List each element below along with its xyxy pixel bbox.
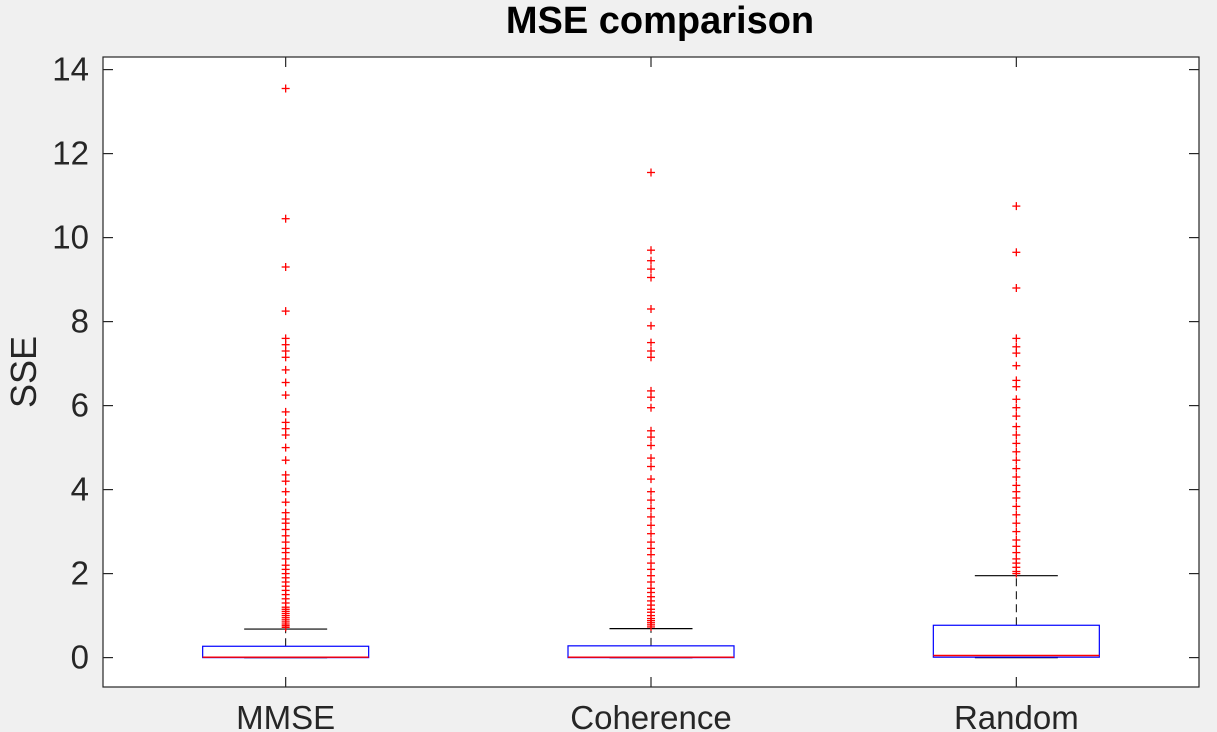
outlier-point: [647, 538, 655, 547]
outlier-point: [281, 334, 290, 343]
outlier-point: [647, 386, 655, 395]
outlier-point: [1012, 334, 1021, 343]
x-tick-label: MMSE: [236, 699, 335, 732]
outlier-point: [281, 508, 290, 517]
outlier-point: [281, 391, 290, 400]
outlier-point: [1012, 510, 1021, 519]
outlier-point: [647, 168, 655, 177]
outlier-point: [647, 441, 655, 450]
box-random: [932, 202, 1100, 659]
x-tick-label: Coherence: [570, 699, 731, 732]
outlier-point: [647, 403, 655, 412]
outlier-point: [647, 504, 655, 513]
y-tick-label: 6: [71, 387, 89, 424]
y-tick-label: 2: [71, 555, 89, 592]
outlier-point: [1012, 412, 1021, 421]
outlier-point: [647, 256, 655, 265]
outlier-point: [647, 265, 655, 274]
y-tick-label: 14: [52, 51, 89, 88]
outlier-point: [647, 559, 655, 568]
outlier-point: [281, 407, 290, 416]
box-mmse: [202, 84, 370, 659]
outlier-point: [281, 365, 290, 374]
outlier-point: [647, 462, 655, 471]
outlier-point: [647, 426, 655, 435]
outlier-point: [281, 470, 290, 479]
outlier-point: [281, 498, 290, 507]
outlier-point: [1012, 284, 1021, 292]
outlier-point: [1012, 527, 1021, 536]
outlier-point: [1012, 464, 1021, 473]
outlier-point: [1012, 536, 1021, 544]
outlier-point: [1012, 395, 1021, 404]
outlier-point: [1012, 248, 1021, 257]
x-axis: MMSE Coherence Random: [236, 57, 1079, 732]
y-tick-label: 0: [71, 639, 89, 676]
outlier-point: [281, 378, 290, 387]
outlier-point: [647, 305, 655, 313]
outlier-point: [281, 307, 290, 316]
outlier-point: [647, 475, 655, 484]
y-tick-label: 4: [71, 471, 89, 508]
outlier-point: [281, 263, 290, 271]
outlier-point: [1012, 439, 1021, 448]
y-tick-label: 10: [52, 219, 89, 256]
outlier-point: [647, 273, 655, 282]
outlier-point: [1012, 202, 1021, 211]
x-tick-label: Random: [954, 699, 1079, 732]
outlier-point: [1012, 376, 1021, 385]
y-tick-label: 12: [52, 135, 89, 172]
chart-title: MSE comparison: [506, 0, 814, 42]
outlier-point: [1012, 502, 1021, 511]
y-axis-label: SSE: [3, 336, 44, 408]
outlier-point: [647, 338, 655, 347]
outlier-point: [1012, 361, 1021, 370]
y-axis: 0 2 4 6 8 10 12 14: [52, 51, 1199, 676]
outlier-point: [1012, 519, 1021, 528]
outlier-point: [647, 512, 655, 521]
outlier-point: [1012, 473, 1021, 481]
y-tick-label: 8: [71, 303, 89, 340]
outlier-point: [281, 456, 290, 465]
box-series: [202, 84, 1100, 659]
outlier-point: [281, 214, 290, 223]
outlier-point: [281, 443, 290, 452]
outlier-point: [1012, 456, 1021, 465]
outlier-point: [647, 321, 655, 330]
outlier-point: [1012, 403, 1021, 412]
box-iqr: [932, 624, 1100, 658]
outlier-point: [1012, 431, 1021, 439]
outlier-point: [1012, 422, 1021, 431]
outlier-point: [1012, 481, 1021, 490]
outlier-point: [647, 487, 655, 496]
outlier-point: [647, 529, 655, 538]
outlier-point: [1012, 342, 1021, 351]
box-coherence: [567, 168, 735, 659]
outlier-point: [647, 454, 655, 463]
outlier-point: [647, 246, 655, 255]
outlier-point: [281, 418, 290, 427]
outlier-point: [647, 496, 655, 505]
outlier-point: [647, 347, 655, 355]
outlier-point: [647, 521, 655, 530]
outlier-point: [281, 84, 290, 93]
outlier-point: [281, 487, 290, 496]
outlier-point: [1012, 447, 1021, 456]
